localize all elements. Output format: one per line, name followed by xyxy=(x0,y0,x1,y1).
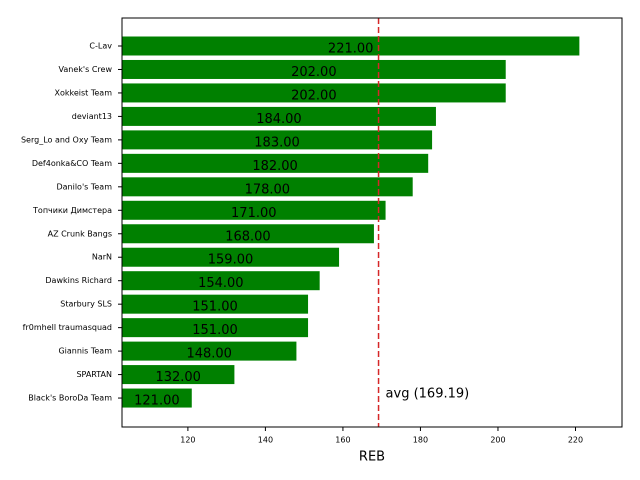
value-label: 121.00 xyxy=(134,394,180,409)
y-tick-label: Vanek's Crew xyxy=(59,65,113,74)
bar xyxy=(122,83,506,103)
average-label: avg (169.19) xyxy=(386,387,470,402)
y-tick-label: Black's BoroDa Team xyxy=(28,394,112,403)
value-label: 154.00 xyxy=(198,276,244,291)
y-tick-label: Serg_Lo and Oxy Team xyxy=(21,135,112,144)
value-label: 221.00 xyxy=(328,42,374,57)
bar xyxy=(122,153,429,173)
bar xyxy=(122,388,192,408)
y-tick-label: Dawkins Richard xyxy=(45,276,112,285)
bar xyxy=(122,36,580,56)
y-tick-label: fr0mhell traumasquad xyxy=(23,323,112,332)
y-tick-label: Giannis Team xyxy=(58,347,112,356)
y-tick-label: NarN xyxy=(92,253,112,262)
bar xyxy=(122,106,436,126)
value-label: 151.00 xyxy=(192,323,238,338)
y-tick-label: Danilo's Team xyxy=(56,182,112,191)
bar xyxy=(122,177,413,197)
bar xyxy=(122,294,309,314)
y-tick-label: deviant13 xyxy=(72,112,112,121)
y-tick-label: Starbury SLS xyxy=(60,300,112,309)
value-label: 168.00 xyxy=(225,229,271,244)
value-label: 183.00 xyxy=(254,135,300,150)
bar xyxy=(122,271,320,291)
bar xyxy=(122,341,297,361)
y-tick-label: Топчики Димстера xyxy=(32,206,112,215)
bar xyxy=(122,200,386,220)
bar xyxy=(122,365,235,385)
x-tick-label: 180 xyxy=(413,436,428,445)
x-tick-label: 120 xyxy=(180,436,195,445)
y-tick-label: Def4onka&CO Team xyxy=(32,159,112,168)
value-label: 202.00 xyxy=(291,65,337,80)
bar xyxy=(122,318,309,338)
x-tick-label: 220 xyxy=(568,436,583,445)
y-tick-label: Xokkeist Team xyxy=(55,88,113,97)
value-label: 159.00 xyxy=(208,253,254,268)
y-tick-label: C-Lav xyxy=(89,42,112,51)
value-label: 148.00 xyxy=(186,347,232,362)
bar xyxy=(122,130,433,150)
bar xyxy=(122,247,340,267)
value-label: 132.00 xyxy=(155,370,201,385)
bar xyxy=(122,224,374,244)
y-tick-label: AZ Crunk Bangs xyxy=(48,229,112,238)
value-label: 171.00 xyxy=(231,206,277,221)
y-tick-label: SPARTAN xyxy=(76,370,112,379)
x-tick-label: 160 xyxy=(335,436,350,445)
value-label: 178.00 xyxy=(245,182,291,197)
x-tick-label: 200 xyxy=(490,436,505,445)
value-label: 202.00 xyxy=(291,88,337,103)
x-tick-label: 140 xyxy=(258,436,273,445)
plot-frame xyxy=(121,17,623,428)
value-label: 184.00 xyxy=(256,112,302,127)
bar xyxy=(122,59,506,79)
value-label: 151.00 xyxy=(192,300,238,315)
value-label: 182.00 xyxy=(252,159,298,174)
x-axis-label: REB xyxy=(359,450,385,465)
